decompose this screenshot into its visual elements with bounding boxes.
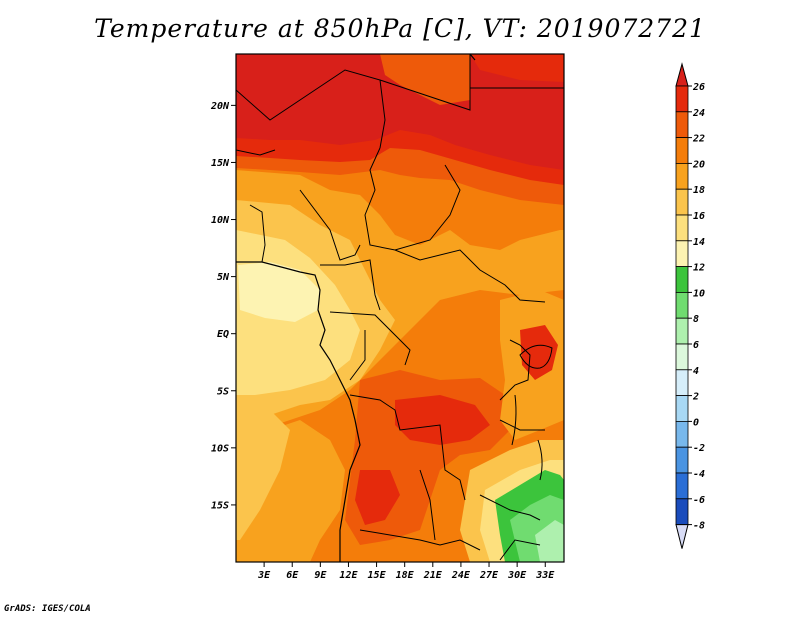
lon-tick-label: 21E [423,570,443,581]
colorbar-band [675,111,689,139]
lon-tick-label: 27E [479,570,499,581]
colorbar-label: 4 [693,366,699,377]
colorbar-label: 0 [693,417,699,428]
map-frame [235,53,565,563]
colorbar-label: 16 [693,211,705,222]
lat-tick-label: 15S [211,500,229,511]
latitude-ticks: 20N 15N 10N 5N EQ 5S 10S 15S [210,101,236,511]
field-north-26 [236,54,564,170]
longitude-ticks: 3E 6E 9E 12E 15E 18E 21E 24E 27E 30E 33E [257,562,555,581]
colorbar-label: 24 [692,108,705,119]
field-guinea-12 [238,262,320,322]
field-angola-24 [355,470,400,525]
colorbar-band [675,188,689,216]
lat-tick-label: 10N [211,215,230,226]
colorbar-band [675,498,689,525]
field-atlantic-16 [236,410,290,540]
colorbar-band [675,85,689,113]
grads-credit: GrADS: IGES/COLA [4,604,91,614]
lat-tick-label: 10S [211,443,229,454]
country-borders [236,54,564,561]
colorbar-band [675,266,689,293]
temperature-field [236,54,564,562]
colorbar-label: 2 [692,392,699,403]
lon-tick-label: 18E [396,570,415,581]
colorbar-label: -8 [693,521,705,532]
lat-tick-label: 5S [217,386,229,397]
colorbar-band [675,420,689,448]
colorbar-bottom-triangle [675,524,689,549]
colorbar-label: 14 [693,237,705,248]
colorbar-band [675,240,689,268]
lon-tick-label: 33E [535,570,555,581]
lakes [511,344,553,481]
lat-tick-label: 20N [210,101,230,112]
lat-tick-label: EQ [217,329,229,340]
colorbar-label: 22 [692,134,705,145]
lon-tick-label: 30E [507,570,527,581]
lon-tick-label: 24E [451,570,471,581]
map-title: Temperature at 850hPa [C], VT: 201907272… [94,14,706,43]
coastline [236,54,476,562]
colorbar-band [675,137,689,164]
lon-tick-label: 9E [314,570,327,581]
lon-tick-label: 15E [368,570,387,581]
colorbar-top-triangle [675,62,689,87]
field-ne-22 [380,54,470,105]
lon-tick-label: 3E [257,570,271,581]
colorbar-label: 20 [692,159,705,170]
lat-tick-label: 5N [217,272,230,283]
colorbar-label: -4 [693,469,705,480]
colorbar-band [675,343,689,371]
colorbar-band [675,162,689,190]
colorbar-band [675,317,689,345]
lat-tick-label: 15N [211,158,230,169]
colorbar-label: -6 [693,495,705,506]
colorbar-band [675,446,689,474]
colorbar-label: 8 [693,314,699,325]
colorbar-band [675,369,689,396]
colorbar-label: 10 [693,288,705,299]
lon-tick-label: 12E [339,570,358,581]
colorbar-label: -2 [693,443,705,454]
colorbar-label: 18 [693,185,705,196]
colorbar-band [675,291,689,319]
colorbar-band [675,395,689,422]
lon-tick-label: 6E [286,570,299,581]
field-se-6 [535,520,564,562]
colorbar-label: 6 [693,340,699,351]
colorbar-label: 12 [693,263,705,274]
field-central-24 [395,395,490,445]
colorbar-band [675,214,689,242]
colorbar-label: 26 [692,82,705,93]
colorbar-band [675,472,689,500]
